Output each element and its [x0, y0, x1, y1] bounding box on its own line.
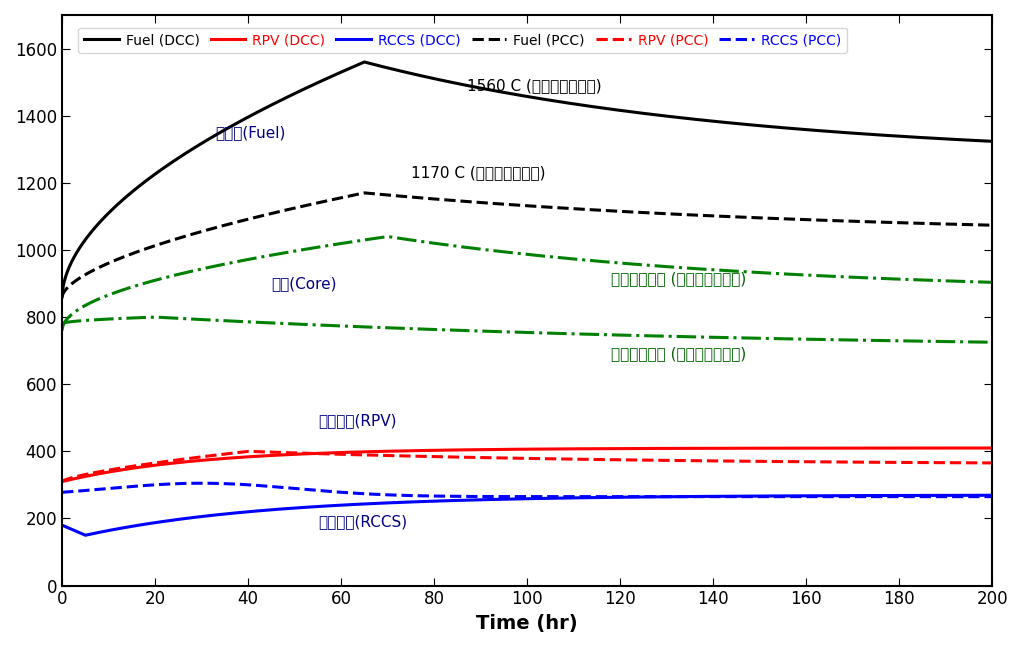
RPV (PCC) — [960, 459, 972, 467]
Legend: Fuel (DCC), RPV (DCC), RCCS (DCC), Fuel (PCC), RPV (PCC), RCCS (PCC): Fuel (DCC), RPV (DCC), RCCS (DCC), Fuel … — [79, 28, 847, 52]
Fuel (DCC) — [484, 86, 496, 94]
Text: 노심(Core): 노심(Core) — [271, 276, 337, 291]
X-axis label: Time (hr): Time (hr) — [477, 614, 578, 633]
RCCS (DCC) — [986, 491, 998, 499]
Fuel (DCC) — [358, 58, 370, 66]
Line: RPV (PCC): RPV (PCC) — [62, 451, 992, 481]
RPV (PCC) — [103, 466, 116, 474]
Text: 핵연료(Fuel): 핵연료(Fuel) — [216, 125, 286, 140]
Fuel (PCC) — [103, 259, 116, 266]
RCCS (PCC) — [103, 485, 116, 492]
RPV (DCC) — [960, 444, 972, 452]
RPV (DCC) — [789, 445, 801, 452]
Text: 노심평균온도 (가압열전도사고): 노심평균온도 (가압열전도사고) — [611, 347, 746, 362]
Fuel (PCC) — [960, 221, 972, 229]
RCCS (PCC) — [986, 492, 998, 500]
Text: 1170 C (가압열전도사고): 1170 C (가압열전도사고) — [411, 165, 545, 180]
Line: Fuel (PCC): Fuel (PCC) — [62, 193, 992, 297]
RCCS (DCC) — [79, 531, 91, 539]
Fuel (DCC) — [986, 137, 998, 145]
RPV (DCC) — [56, 478, 69, 485]
Fuel (DCC) — [56, 293, 69, 301]
Fuel (PCC) — [358, 189, 370, 197]
RCCS (PCC) — [973, 492, 985, 500]
RPV (PCC) — [508, 454, 521, 462]
Fuel (PCC) — [986, 222, 998, 229]
RCCS (DCC) — [508, 495, 521, 503]
Fuel (DCC) — [103, 208, 116, 216]
RCCS (DCC) — [104, 526, 117, 534]
RCCS (DCC) — [56, 521, 69, 529]
Text: 노심평균온도 (감압열전도사고): 노심평균온도 (감압열전도사고) — [611, 271, 746, 286]
Fuel (PCC) — [960, 221, 972, 229]
RCCS (DCC) — [960, 491, 972, 499]
RPV (DCC) — [508, 445, 521, 453]
Fuel (PCC) — [789, 215, 801, 223]
RCCS (DCC) — [484, 496, 496, 503]
RPV (PCC) — [789, 457, 801, 465]
Fuel (DCC) — [960, 136, 972, 144]
RPV (DCC) — [959, 444, 971, 452]
RCCS (PCC) — [484, 492, 496, 500]
Fuel (DCC) — [789, 125, 801, 133]
Fuel (PCC) — [508, 201, 521, 209]
RCCS (PCC) — [960, 492, 972, 500]
RCCS (PCC) — [195, 480, 208, 487]
Line: RCCS (DCC): RCCS (DCC) — [62, 495, 992, 535]
RPV (PCC) — [56, 478, 69, 485]
Text: 냉각덕트(RCCS): 냉각덕트(RCCS) — [318, 515, 407, 529]
RCCS (DCC) — [960, 491, 972, 499]
RCCS (PCC) — [789, 492, 801, 500]
RPV (DCC) — [484, 446, 496, 454]
Fuel (PCC) — [56, 293, 69, 301]
Text: 압력용기(RPV): 압력용기(RPV) — [318, 413, 396, 428]
Line: RPV (DCC): RPV (DCC) — [62, 448, 992, 481]
RCCS (PCC) — [56, 489, 69, 496]
Fuel (DCC) — [508, 91, 521, 98]
RCCS (PCC) — [508, 492, 521, 500]
Line: Fuel (DCC): Fuel (DCC) — [62, 62, 992, 297]
RCCS (DCC) — [789, 492, 801, 500]
RPV (PCC) — [960, 459, 972, 467]
RPV (PCC) — [242, 447, 255, 455]
RPV (DCC) — [103, 468, 116, 476]
Fuel (PCC) — [484, 200, 496, 207]
Fuel (DCC) — [960, 136, 972, 144]
RPV (DCC) — [986, 444, 998, 452]
RPV (PCC) — [986, 459, 998, 467]
Line: RCCS (PCC): RCCS (PCC) — [62, 483, 992, 496]
RCCS (PCC) — [960, 492, 972, 500]
RPV (PCC) — [484, 454, 496, 461]
Text: 1560 C (감압열전도사고): 1560 C (감압열전도사고) — [466, 78, 602, 93]
